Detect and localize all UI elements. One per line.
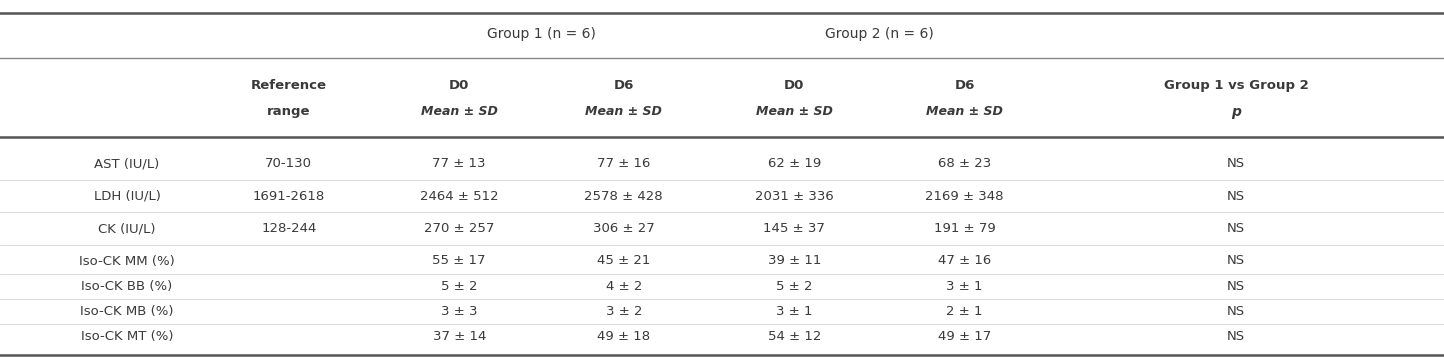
Text: 3 ± 3: 3 ± 3: [440, 305, 478, 318]
Text: Group 2 (n = 6): Group 2 (n = 6): [825, 27, 934, 41]
Text: Iso-CK MM (%): Iso-CK MM (%): [79, 255, 175, 267]
Text: 37 ± 14: 37 ± 14: [433, 330, 485, 343]
Text: 3 ± 1: 3 ± 1: [775, 305, 813, 318]
Text: NS: NS: [1227, 255, 1245, 267]
Text: 49 ± 18: 49 ± 18: [598, 330, 650, 343]
Text: 5 ± 2: 5 ± 2: [440, 280, 478, 293]
Text: 2031 ± 336: 2031 ± 336: [755, 190, 833, 203]
Text: NS: NS: [1227, 305, 1245, 318]
Text: Iso-CK MT (%): Iso-CK MT (%): [81, 330, 173, 343]
Text: Iso-CK BB (%): Iso-CK BB (%): [81, 280, 173, 293]
Text: 70-130: 70-130: [266, 157, 312, 170]
Text: range: range: [267, 105, 310, 118]
Text: 39 ± 11: 39 ± 11: [768, 255, 820, 267]
Text: Group 1 (n = 6): Group 1 (n = 6): [487, 27, 596, 41]
Text: 54 ± 12: 54 ± 12: [768, 330, 820, 343]
Text: 2169 ± 348: 2169 ± 348: [926, 190, 1004, 203]
Text: p: p: [1232, 105, 1240, 118]
Text: NS: NS: [1227, 222, 1245, 235]
Text: 270 ± 257: 270 ± 257: [425, 222, 494, 235]
Text: AST (IU/L): AST (IU/L): [94, 157, 160, 170]
Text: 49 ± 17: 49 ± 17: [939, 330, 991, 343]
Text: 68 ± 23: 68 ± 23: [939, 157, 991, 170]
Text: 128-244: 128-244: [261, 222, 316, 235]
Text: CK (IU/L): CK (IU/L): [98, 222, 156, 235]
Text: 47 ± 16: 47 ± 16: [939, 255, 991, 267]
Text: Group 1 vs Group 2: Group 1 vs Group 2: [1164, 79, 1308, 92]
Text: 77 ± 16: 77 ± 16: [598, 157, 650, 170]
Text: 77 ± 13: 77 ± 13: [432, 157, 487, 170]
Text: 2 ± 1: 2 ± 1: [946, 305, 983, 318]
Text: D0: D0: [784, 79, 804, 92]
Text: Mean ± SD: Mean ± SD: [926, 105, 1004, 118]
Text: 306 ± 27: 306 ± 27: [593, 222, 654, 235]
Text: 55 ± 17: 55 ± 17: [432, 255, 487, 267]
Text: D0: D0: [449, 79, 469, 92]
Text: LDH (IU/L): LDH (IU/L): [94, 190, 160, 203]
Text: D6: D6: [954, 79, 975, 92]
Text: NS: NS: [1227, 190, 1245, 203]
Text: NS: NS: [1227, 157, 1245, 170]
Text: 145 ± 37: 145 ± 37: [764, 222, 825, 235]
Text: 5 ± 2: 5 ± 2: [775, 280, 813, 293]
Text: NS: NS: [1227, 280, 1245, 293]
Text: D6: D6: [614, 79, 634, 92]
Text: 191 ± 79: 191 ± 79: [934, 222, 995, 235]
Text: 2464 ± 512: 2464 ± 512: [420, 190, 498, 203]
Text: 1691-2618: 1691-2618: [253, 190, 325, 203]
Text: 3 ± 2: 3 ± 2: [605, 305, 643, 318]
Text: Mean ± SD: Mean ± SD: [585, 105, 663, 118]
Text: NS: NS: [1227, 330, 1245, 343]
Text: 4 ± 2: 4 ± 2: [605, 280, 643, 293]
Text: Mean ± SD: Mean ± SD: [755, 105, 833, 118]
Text: Iso-CK MB (%): Iso-CK MB (%): [81, 305, 173, 318]
Text: Reference: Reference: [251, 79, 326, 92]
Text: 45 ± 21: 45 ± 21: [598, 255, 650, 267]
Text: Mean ± SD: Mean ± SD: [420, 105, 498, 118]
Text: 3 ± 1: 3 ± 1: [946, 280, 983, 293]
Text: 62 ± 19: 62 ± 19: [768, 157, 820, 170]
Text: 2578 ± 428: 2578 ± 428: [585, 190, 663, 203]
